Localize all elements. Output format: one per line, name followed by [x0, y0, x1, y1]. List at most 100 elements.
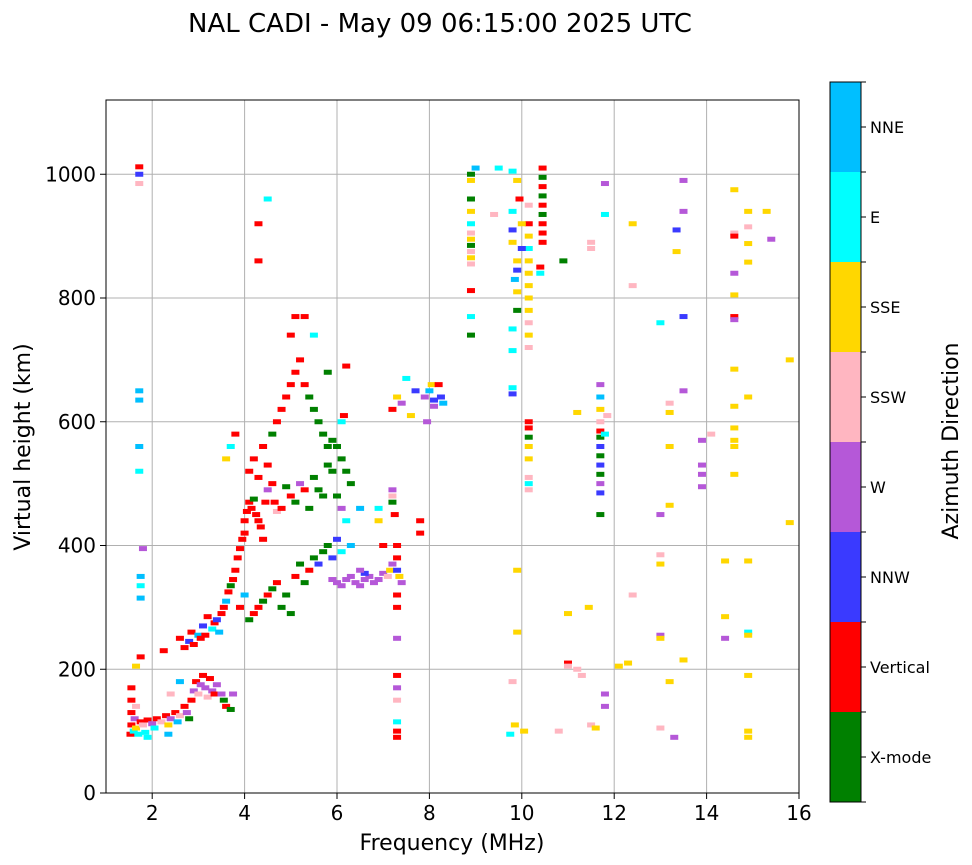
point-vertical	[235, 604, 244, 610]
point-ssw	[466, 261, 475, 267]
point-sse	[513, 567, 522, 573]
point-x-mode	[314, 419, 323, 425]
point-sse	[524, 456, 533, 462]
point-w	[420, 394, 429, 400]
point-ssw	[730, 230, 739, 236]
point-sse	[744, 208, 753, 214]
point-w	[423, 419, 432, 425]
point-w	[388, 487, 397, 493]
point-nne	[215, 629, 224, 635]
point-sse	[132, 725, 141, 731]
point-sse	[762, 208, 771, 214]
point-ssw	[524, 202, 533, 208]
point-w	[670, 734, 679, 740]
point-ssw	[166, 691, 175, 697]
point-nne	[135, 444, 144, 449]
point-e	[524, 246, 533, 251]
point-vertical	[272, 580, 281, 586]
point-sse	[513, 258, 522, 264]
point-vertical	[203, 614, 212, 620]
point-vertical	[393, 543, 402, 548]
x-tick-label: 4	[238, 801, 251, 825]
point-vertical	[231, 567, 240, 573]
point-vertical	[254, 221, 263, 227]
point-w	[342, 577, 351, 583]
point-w	[212, 682, 221, 688]
point-x-mode	[323, 444, 332, 449]
point-vertical	[296, 357, 305, 363]
point-vertical	[339, 413, 348, 419]
point-sse	[721, 558, 730, 564]
y-axis-ticks: 0 200 400 600 800 1000	[45, 162, 106, 805]
point-vertical	[254, 518, 263, 524]
point-ssw	[587, 239, 596, 245]
point-e	[524, 481, 533, 487]
point-nne	[135, 388, 144, 394]
point-sse	[573, 409, 582, 415]
point-x-mode	[309, 474, 318, 480]
point-vertical	[242, 508, 251, 514]
point-x-mode	[466, 171, 475, 177]
point-vertical	[416, 518, 425, 524]
point-e	[143, 734, 152, 740]
point-vertical	[252, 512, 261, 518]
point-sse	[524, 332, 533, 338]
point-nne	[510, 276, 519, 282]
point-x-mode	[538, 211, 547, 217]
point-vertical	[210, 691, 219, 697]
y-axis-label: Virtual height (km)	[11, 343, 36, 550]
point-sse	[393, 394, 402, 400]
point-sse	[672, 249, 681, 255]
point-ssw	[564, 663, 572, 669]
point-x-mode	[249, 496, 258, 502]
point-sse	[744, 728, 753, 734]
point-ssw	[573, 666, 582, 672]
point-w	[679, 208, 688, 214]
point-ssw	[175, 713, 184, 719]
point-w	[730, 270, 739, 276]
x-axis-ticks: 2 4 6 8 10 12 14 16	[146, 793, 812, 825]
point-ssw	[577, 672, 586, 678]
point-sse	[508, 239, 517, 245]
point-w	[148, 721, 157, 727]
point-e	[508, 208, 517, 214]
point-vertical	[192, 679, 201, 685]
point-x-mode	[342, 468, 351, 474]
point-nnw	[328, 555, 337, 561]
point-nne	[136, 595, 145, 601]
point-x-mode	[596, 471, 605, 477]
point-ssw	[135, 181, 144, 187]
point-e	[393, 719, 402, 725]
point-e	[402, 375, 411, 381]
point-vertical	[300, 382, 309, 388]
point-w	[328, 577, 337, 583]
point-nne	[439, 400, 448, 406]
point-vertical	[538, 239, 547, 245]
point-vertical	[730, 233, 739, 239]
point-e	[150, 725, 159, 731]
point-nne	[240, 592, 249, 598]
x-tick-label: 10	[509, 801, 534, 825]
point-x-mode	[286, 611, 295, 617]
point-ssw	[157, 719, 166, 725]
point-w	[721, 635, 730, 641]
point-sse	[132, 663, 141, 669]
point-x-mode	[328, 437, 337, 443]
x-tick-label: 2	[146, 801, 159, 825]
point-sse	[744, 394, 753, 400]
point-ssw	[466, 230, 475, 236]
colorbar-segment	[830, 82, 861, 172]
point-sse	[524, 233, 533, 239]
point-e	[135, 468, 144, 474]
point-w	[229, 691, 238, 697]
point-x-mode	[282, 484, 291, 490]
point-e	[337, 549, 346, 555]
point-vertical	[152, 716, 161, 722]
point-x-mode	[524, 434, 533, 440]
point-vertical	[135, 164, 144, 170]
x-tick-label: 12	[601, 801, 626, 825]
point-e	[508, 326, 517, 332]
point-w	[697, 437, 706, 443]
point-ssw	[524, 320, 533, 326]
